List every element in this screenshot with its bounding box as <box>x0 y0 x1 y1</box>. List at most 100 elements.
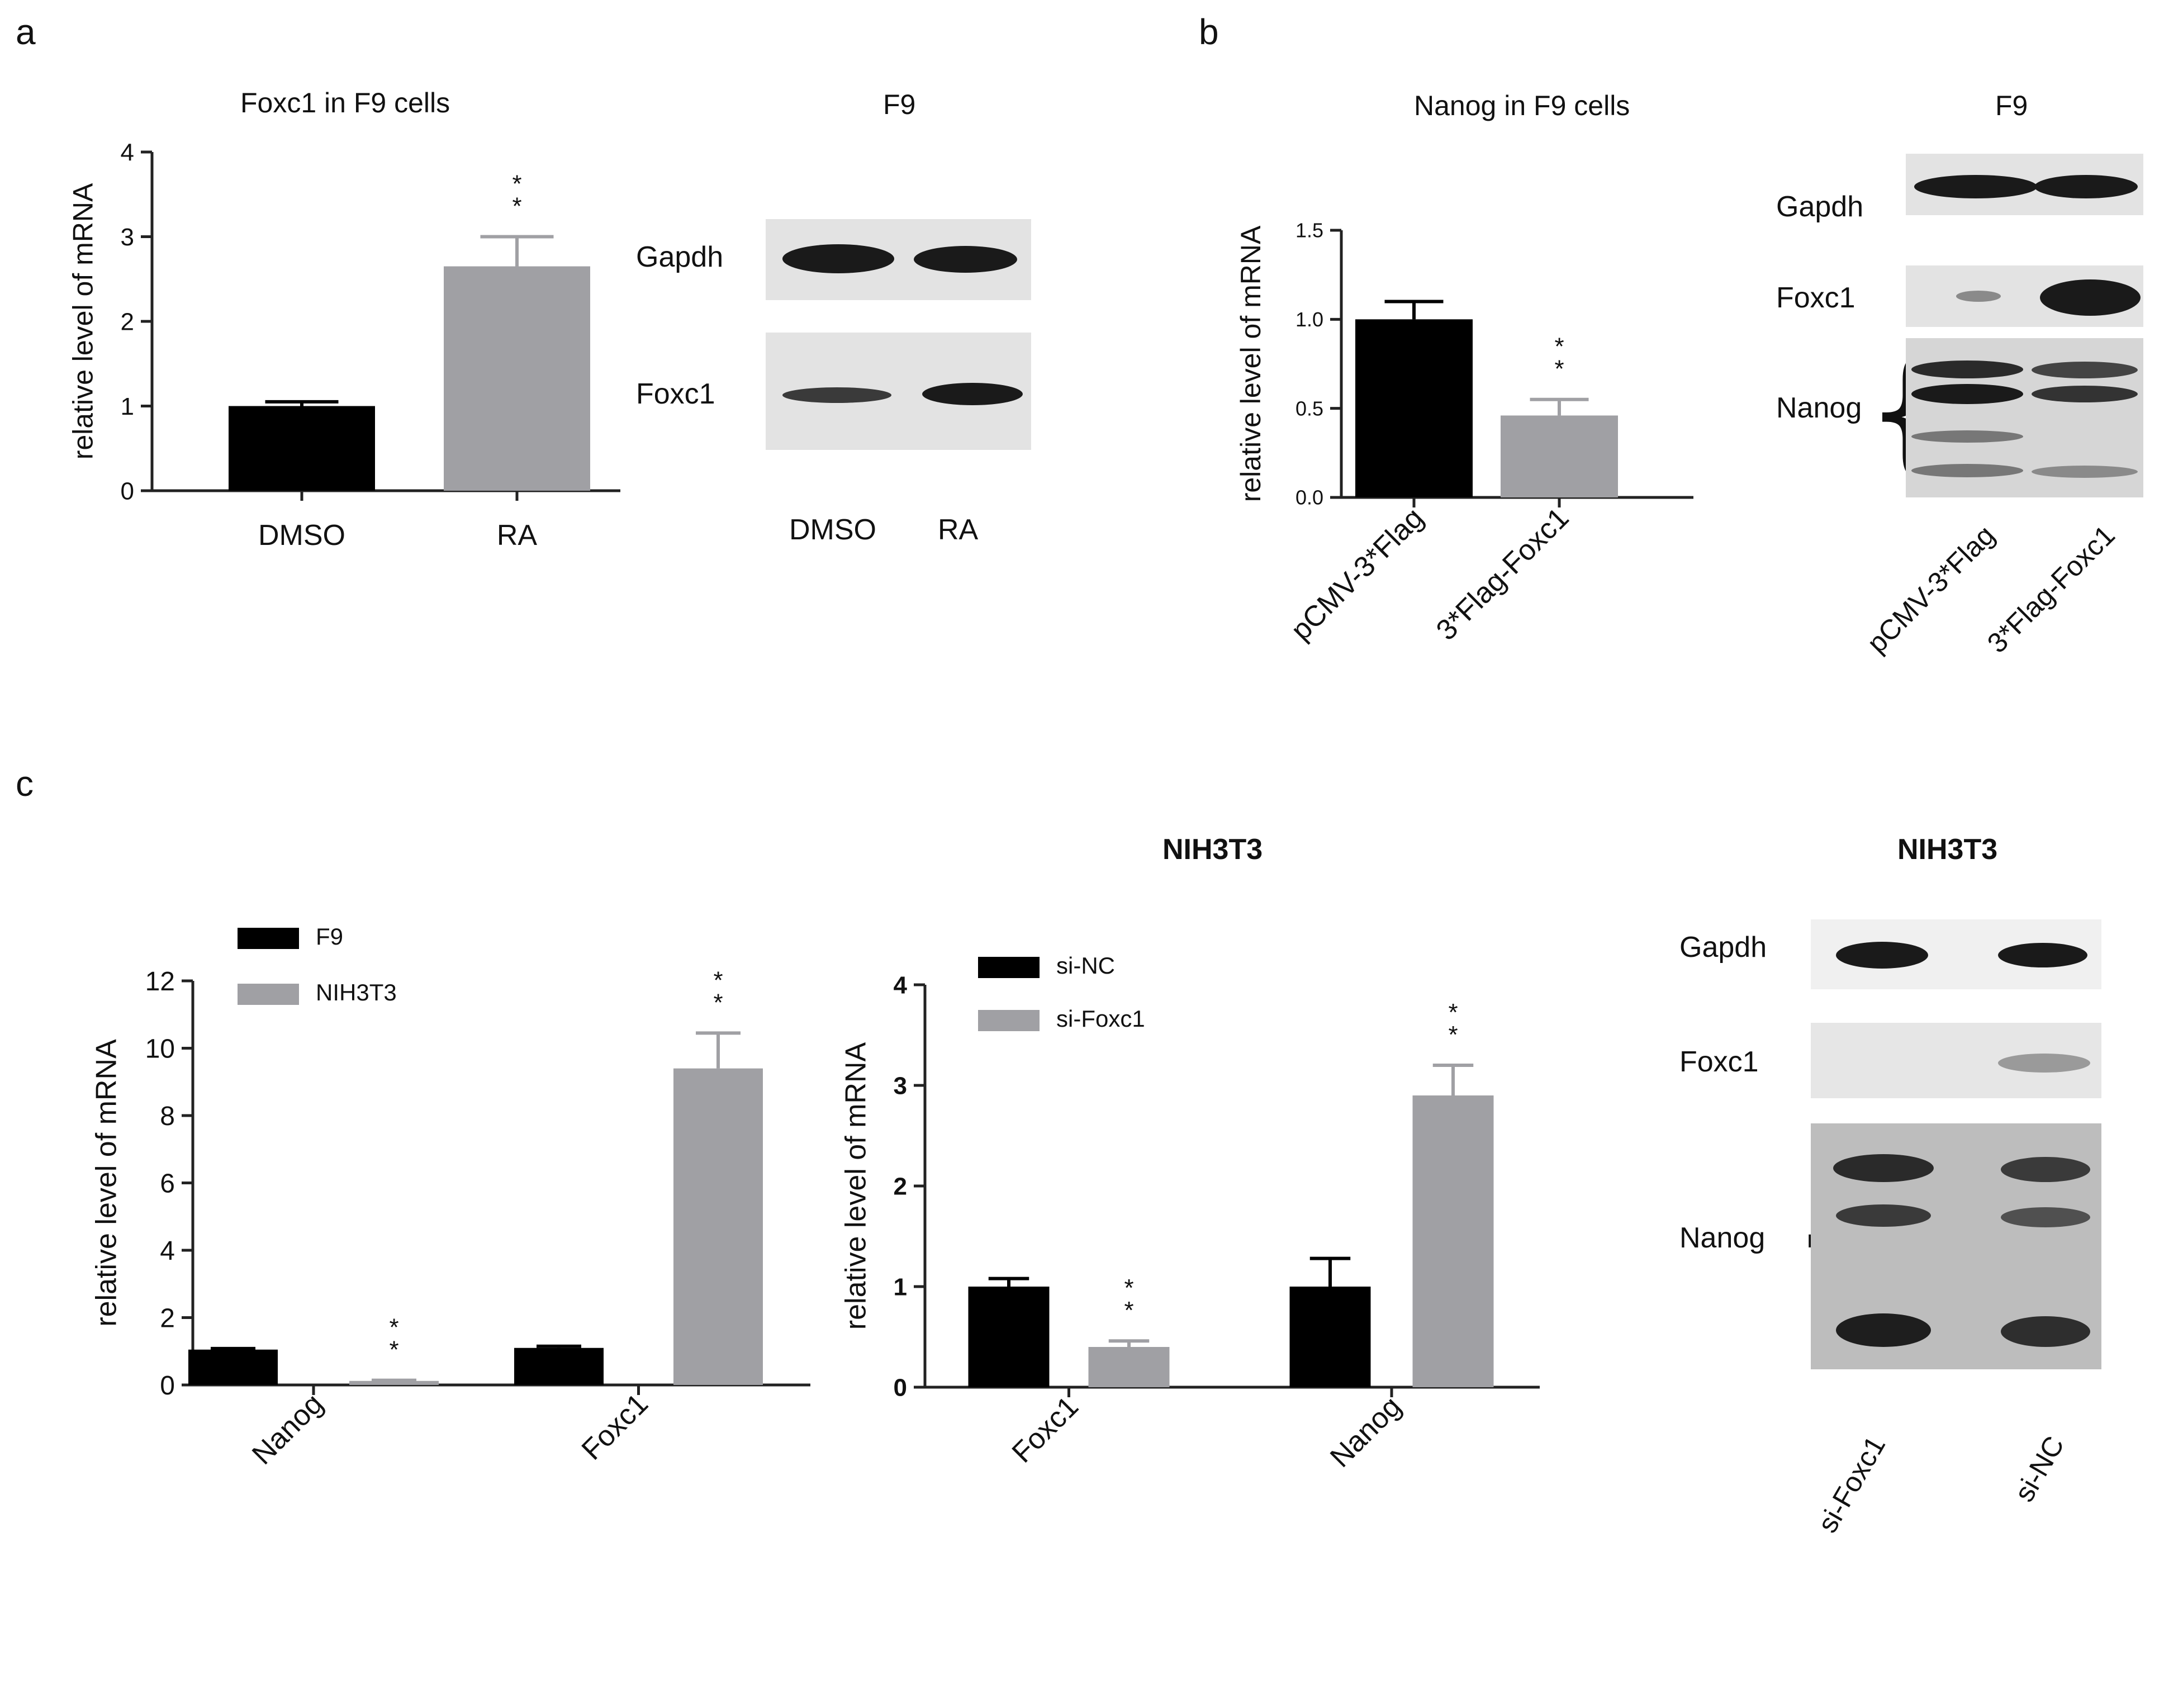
chart-c2-s0-1-bar <box>1290 1287 1371 1387</box>
chart-c2-x-tick-label-0: Foxc1 <box>1006 1390 1085 1469</box>
blot-c-row-nanog: Nanog <box>1679 1221 1765 1255</box>
chart-a-y-tick-label-4: 4 <box>121 139 134 166</box>
blot-b-nanog-band-1a <box>1911 360 2023 378</box>
chart-a-y-tick-label-1: 1 <box>121 393 134 420</box>
chart-a-1-bar <box>444 267 590 491</box>
blot-c-foxc1-band-2 <box>1998 1054 2090 1073</box>
chart-c2-s0-0-bar <box>969 1287 1050 1387</box>
blot-b-row-foxc1: Foxc1 <box>1776 281 1855 315</box>
blot-c-nanog-band-2c <box>2001 1316 2090 1347</box>
chart-a-x-tick-label-0: DMSO <box>258 519 345 552</box>
chart-c2-y-axis-label: relative level of mRNA <box>840 1042 872 1330</box>
blot-a-foxc1-band-ra <box>922 383 1023 405</box>
chart-c1-y-tick-label-0: 0 <box>160 1371 175 1401</box>
blot-c-gapdh-band-1 <box>1836 942 1928 969</box>
blot-b-gapdh-band-2 <box>2034 175 2138 198</box>
chart-c1-y-axis-label: relative level of mRNA <box>90 1039 122 1327</box>
chart-c2-legend-swatch-1 <box>978 1010 1040 1031</box>
chart-c2-s1-1-significance-1: * <box>1448 1021 1458 1048</box>
chart-c2-legend-label-0: si-NC <box>1056 952 1115 979</box>
chart-b-title: Nanog in F9 cells <box>1414 89 1630 122</box>
chart-a-y-axis-label: relative level of mRNA <box>68 183 99 459</box>
blot-c-nanog-strip <box>1811 1123 2101 1369</box>
blot-b-nanog-band-1d <box>1911 464 2023 477</box>
blot-b-gapdh-strip <box>1906 154 2143 215</box>
blot-a-foxc1-band-dmso <box>782 387 891 403</box>
blot-c-nanog-band-1c <box>1836 1313 1931 1347</box>
blot-a-row-foxc1: Foxc1 <box>636 377 715 411</box>
chart-a-x-tick-label-1: RA <box>497 519 538 552</box>
blot-c-gapdh-strip <box>1811 919 2101 989</box>
chart-c2-y-tick-label-3: 3 <box>894 1072 907 1099</box>
chart-a-y-tick-label-2: 2 <box>121 308 134 335</box>
chart-c1-s1-1-bar <box>673 1069 763 1385</box>
blot-a-gapdh-strip <box>766 219 1031 300</box>
chart-a-y-tick-label-0: 0 <box>121 477 134 505</box>
blot-b-row-nanog: Nanog <box>1776 391 1862 425</box>
blot-c-nanog-band-2b <box>2001 1207 2090 1227</box>
chart-c1-x-tick-label-1: Foxc1 <box>576 1387 654 1466</box>
panel-label-c: c <box>16 763 34 804</box>
chart-a-y-tick-label-3: 3 <box>121 224 134 251</box>
chart-b-0-bar <box>1355 319 1473 497</box>
chart-c1-s1-1-significance-1: * <box>713 989 723 1016</box>
chart-c1-y-tick-label-2: 4 <box>160 1236 175 1266</box>
chart-c1-y-tick-label-1: 2 <box>160 1303 175 1333</box>
blot-a-foxc1-strip <box>766 333 1031 450</box>
blot-b-nanog-band-2b <box>2032 386 2138 402</box>
blot-b-row-gapdh: Gapdh <box>1776 190 1863 224</box>
blot-b-nanog-strip <box>1906 338 2143 497</box>
chart-c1-legend-swatch-1 <box>238 984 299 1005</box>
chart-c1-legend-label-0: F9 <box>316 923 343 950</box>
blot-b-foxc1-strip <box>1906 265 2143 327</box>
chart-c2-title: NIH3T3 <box>1162 833 1263 866</box>
blot-b-foxc1-band-2 <box>2040 279 2141 316</box>
chart-c1-y-tick-label-6: 12 <box>145 967 175 997</box>
chart-c1-y-tick-label-4: 8 <box>160 1102 175 1131</box>
blot-a-row-gapdh: Gapdh <box>636 240 723 274</box>
chart-c2-s1-1-bar <box>1413 1095 1494 1387</box>
blot-a-gapdh-band-ra <box>914 246 1017 273</box>
chart-c2-x-tick-label-1: Nanog <box>1324 1390 1407 1473</box>
blot-c-nanog-band-2a <box>2001 1157 2090 1182</box>
chart-c2-s1-0-significance-1: * <box>1124 1297 1133 1324</box>
blot-c-nanog-band-1b <box>1836 1204 1931 1227</box>
chart-b-y-tick-label-1: 0.5 <box>1295 397 1323 420</box>
chart-b-1-significance-1: * <box>1554 355 1564 383</box>
chart-c2-y-tick-label-2: 2 <box>894 1173 907 1200</box>
blot-b-nanog-band-1c <box>1911 430 2023 443</box>
blot-c-row-foxc1: Foxc1 <box>1679 1045 1759 1079</box>
chart-c2-y-tick-label-0: 0 <box>894 1374 907 1401</box>
chart-c1-s1-0-significance-1: * <box>389 1336 398 1364</box>
chart-b-x-tick-label-0: pCMV-3*Flag <box>1285 501 1430 647</box>
blot-b-foxc1-band-1 <box>1956 291 2001 302</box>
chart-b-1-bar <box>1501 415 1618 497</box>
panel-label-b: b <box>1199 11 1219 53</box>
blot-b-nanog-band-2a <box>2032 362 2138 378</box>
chart-a-1-significance-1: * <box>512 193 521 220</box>
panel-label-a: a <box>16 11 36 53</box>
blot-c-gapdh-band-2 <box>1998 943 2087 967</box>
blot-a-lane-ra: RA <box>938 513 978 547</box>
blot-c-title: NIH3T3 <box>1897 833 1997 866</box>
chart-a-0-bar <box>229 406 375 491</box>
blot-b-gapdh-band-1 <box>1914 175 2037 198</box>
chart-c1-y-tick-label-5: 10 <box>145 1034 175 1064</box>
blot-c-nanog-band-1a <box>1833 1154 1934 1182</box>
chart-c1-legend-label-1: NIH3T3 <box>316 979 397 1005</box>
chart-b-x-tick-label-1: 3*Flag-Foxc1 <box>1430 501 1575 647</box>
chart-c2-legend-label-1: si-Foxc1 <box>1056 1005 1145 1032</box>
blot-c-foxc1-strip <box>1811 1023 2101 1098</box>
chart-a-title: Foxc1 in F9 cells <box>240 87 450 119</box>
blot-b-title: F9 <box>1995 89 2028 122</box>
chart-b-y-tick-label-2: 1.0 <box>1295 308 1323 331</box>
chart-c2-y-tick-label-1: 1 <box>894 1273 907 1301</box>
chart-b-y-axis-label: relative level of mRNA <box>1235 225 1266 502</box>
chart-c1-x-tick-label-0: Nanog <box>246 1387 329 1470</box>
chart-c2-legend-swatch-0 <box>978 957 1040 978</box>
blot-a-gapdh-band-dmso <box>782 244 894 273</box>
blot-a-lane-dmso: DMSO <box>789 513 876 547</box>
